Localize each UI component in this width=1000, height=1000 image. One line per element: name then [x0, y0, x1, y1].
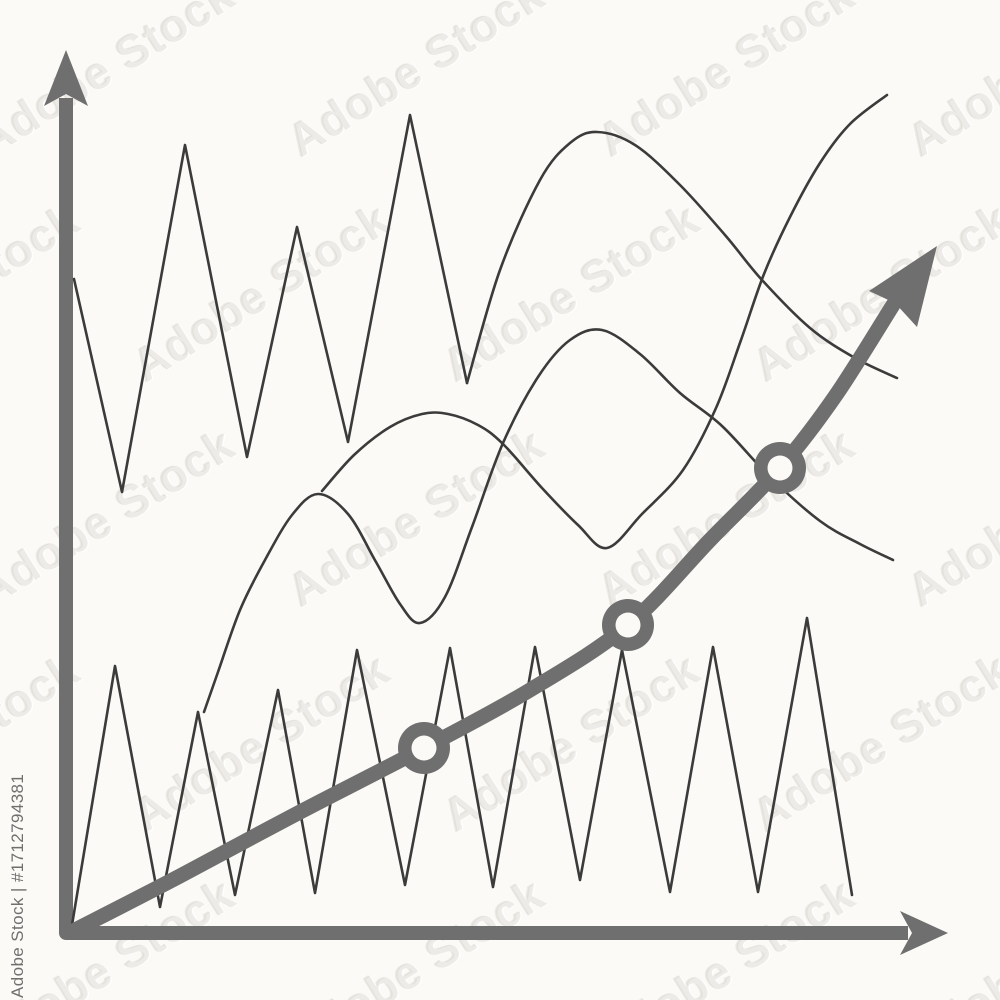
- axis-lines: [59, 98, 908, 940]
- stock-id-label: Adobe Stock | #1712794381: [8, 773, 27, 998]
- series-wave-rising: [320, 93, 889, 550]
- trend-arrowhead-icon: [869, 246, 937, 327]
- series-trend-arrow-curve: [67, 297, 901, 938]
- series-sine-wave-top: [465, 130, 899, 385]
- y-axis-arrowhead-icon: [44, 50, 88, 106]
- series-zigzag-bottom: [70, 616, 854, 927]
- x-axis-arrowhead-icon: [900, 911, 948, 955]
- series-zigzag-top: [72, 113, 469, 494]
- data-point-marker-hole-2: [615, 612, 641, 638]
- series-wave-middle: [202, 328, 895, 714]
- data-point-marker-hole-1: [411, 735, 437, 761]
- data-point-marker-hole-3: [767, 455, 793, 481]
